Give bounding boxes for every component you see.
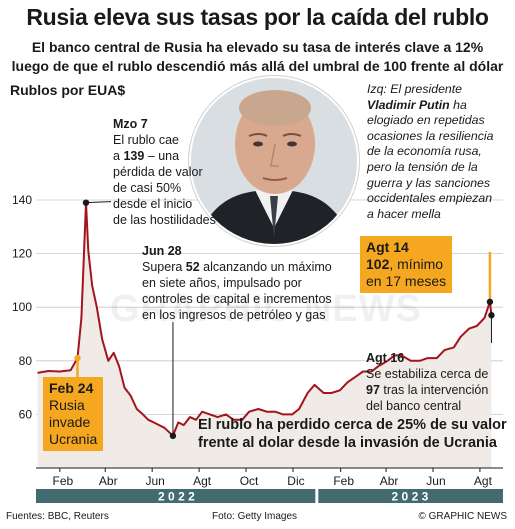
annotation-mar7: Mzo 7 El rublo cae a 139 – una pérdida d… xyxy=(113,116,216,228)
chart-title: Rusia eleva sus tasas por la caída del r… xyxy=(26,4,489,30)
annotation-text: Supera 52 alcanzando un máximo xyxy=(142,259,332,275)
headline-line: frente al dolar desde la invasión de Ucr… xyxy=(198,435,497,451)
annotation-text: invade xyxy=(49,414,91,430)
annotation-feb24: Feb 24 Rusia invade Ucrania xyxy=(43,377,104,451)
annotation-date: Mzo 7 xyxy=(113,117,148,131)
annotation-value: 102 xyxy=(366,256,390,272)
putin-caption-line: a hacer mella xyxy=(367,206,441,221)
x-tick-label: Agt xyxy=(474,474,493,488)
annotation-text: , mínimo xyxy=(389,256,444,272)
y-axis: 60 80 100 120 140 xyxy=(12,193,32,421)
annotation-text: controles de capital e incrementos xyxy=(142,292,332,306)
putin-caption-line: occidentales empiezan xyxy=(367,191,493,206)
chart-subtitle: El banco central de Rusia ha elevado su … xyxy=(0,38,515,76)
x-tick-label: Abr xyxy=(99,474,118,488)
annotation-date: Jun 28 xyxy=(142,244,182,258)
annotation-text: El rublo cae xyxy=(113,133,180,147)
series-fill xyxy=(37,202,492,468)
annotation-text: – una xyxy=(144,149,180,163)
annotation-value: 97 xyxy=(366,383,380,397)
annotation-text: alcanzando un máximo xyxy=(199,260,332,274)
year-bar-2023 xyxy=(318,489,503,503)
footer-credit: © GRAPHIC NEWS xyxy=(418,511,508,522)
x-tick-label: Agt xyxy=(193,474,212,488)
x-tick-label: Dic xyxy=(287,474,304,488)
x-tick-label: Feb xyxy=(53,474,74,488)
y-tick-label: 80 xyxy=(19,354,33,368)
y-tick-label: 100 xyxy=(12,300,32,314)
annotation-text: Supera xyxy=(142,260,186,274)
annotation-text: de casi 50% xyxy=(113,181,182,195)
footer-sources: Fuentes: BBC, Reuters xyxy=(6,511,109,522)
putin-caption-line: Vladimir Putin ha xyxy=(367,98,512,114)
putin-caption-text: ha xyxy=(449,97,467,112)
x-tick-label: Feb xyxy=(333,474,354,488)
annotation-date: Agt 14 xyxy=(366,239,409,255)
annotation-text: de las hostilidades xyxy=(113,213,216,227)
year-timeline: 2 0 2 2 2 0 2 3 xyxy=(36,489,503,504)
annotation-text: pérdida de valor xyxy=(113,165,203,179)
feb24-marker xyxy=(74,354,81,362)
annotation-text: Rusia xyxy=(49,397,85,413)
annotation-date: Feb 24 xyxy=(49,380,94,396)
annotation-value: 52 xyxy=(185,260,200,274)
annotation-text: en siete años, impulsado por xyxy=(142,276,302,290)
annotation-text: Se estabiliza cerca de xyxy=(366,367,489,381)
year-label-2022: 2 0 2 2 xyxy=(158,490,195,504)
x-tick-label: Oct xyxy=(240,474,259,488)
x-tick-label: Jun xyxy=(145,474,164,488)
annotation-text: a xyxy=(113,149,124,163)
annotation-text: del banco central xyxy=(366,399,462,413)
mar7-connector xyxy=(85,201,112,204)
footer-photo-credit: Foto: Getty Images xyxy=(212,511,298,522)
year-bar-2022 xyxy=(36,489,316,503)
annotation-text: en 17 meses xyxy=(366,273,447,289)
headline-line: El rublo ha perdido cerca de 25% de su v… xyxy=(198,417,507,433)
subtitle-line-2: luego de que el rublo descendió más allá… xyxy=(11,58,504,74)
putin-caption-line: pero la tensión de la xyxy=(367,159,478,174)
annotation-text: desde el inicio xyxy=(113,197,193,211)
putin-caption-line: elogiado en repetidas xyxy=(367,113,485,128)
annotation-aug16: Agt 16 Se estabiliza cerca de 97 tras la… xyxy=(366,350,488,414)
annotation-text: a 139 – una xyxy=(113,148,216,164)
putin-caption-line: guerra y las sanciones xyxy=(367,175,491,190)
putin-name: Vladimir Putin xyxy=(367,97,450,112)
watermark: GRAPHIC NEWS xyxy=(110,288,422,330)
y-tick-label: 60 xyxy=(19,407,33,421)
annotation-text: tras la intervención xyxy=(379,383,489,397)
annotation-jun28: Jun 28 Supera 52 alcanzando un máximo en… xyxy=(142,243,332,323)
series-line xyxy=(37,201,493,437)
year-label-2023: 2 0 2 3 xyxy=(392,490,429,504)
putin-caption-line: de la economía rusa, xyxy=(367,144,482,159)
annotation-text: Ucrania xyxy=(49,431,98,447)
aug14-marker xyxy=(486,298,494,306)
putin-caption: Izq: El presidente Vladimir Putin ha elo… xyxy=(367,82,512,222)
annotation-markers xyxy=(74,199,495,440)
putin-photo xyxy=(189,76,359,246)
annotation-date: Agt 16 xyxy=(366,351,405,365)
jun28-marker xyxy=(169,432,177,440)
y-tick-label: 120 xyxy=(12,247,32,261)
x-tick-label: Abr xyxy=(380,474,399,488)
headline-callout: El rublo ha perdido cerca de 25% de su v… xyxy=(198,416,507,452)
y-axis-label: Rublos por EUA$ xyxy=(10,82,126,98)
annotation-aug14: Agt 14 102, mínimo en 17 meses xyxy=(360,236,453,293)
annotation-text: 102, mínimo xyxy=(366,256,446,273)
mar7-marker xyxy=(82,199,90,206)
series-area xyxy=(37,201,493,468)
annotation-value: 139 xyxy=(123,149,145,163)
x-tick-label: Jun xyxy=(426,474,445,488)
aug16-marker xyxy=(488,312,495,319)
x-axis: Feb Abr Jun Agt Oct Dic Feb Abr Jun Agt xyxy=(36,467,503,488)
subtitle-line-1: El banco central de Rusia ha elevado su … xyxy=(31,39,484,55)
putin-caption-line: ocasiones la resiliencia xyxy=(367,128,494,143)
annotation-text: en los ingresos de petróleo y gas xyxy=(142,308,326,322)
y-tick-label: 140 xyxy=(12,193,32,207)
putin-caption-line: Izq: El presidente xyxy=(367,82,463,96)
annotation-text: 97 tras la intervención xyxy=(366,382,488,398)
